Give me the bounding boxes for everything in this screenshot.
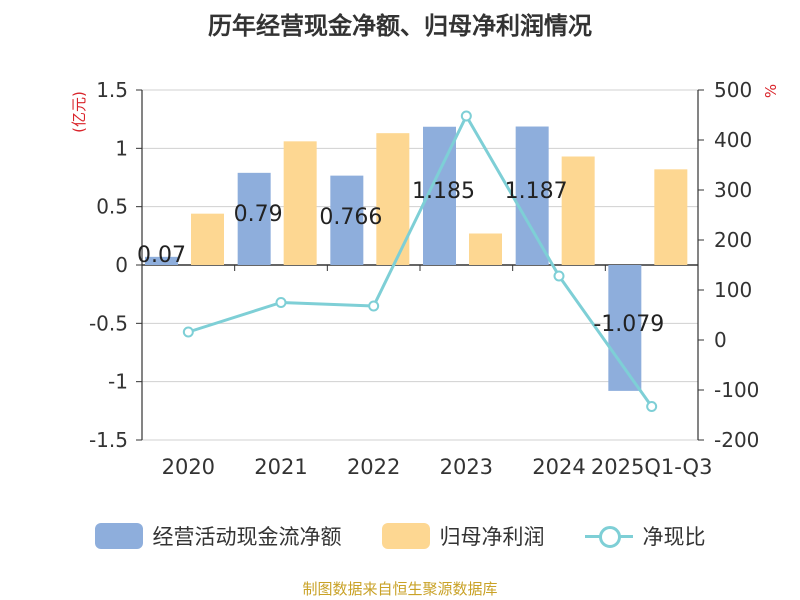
right-axis-tick-label: 500 (714, 78, 752, 102)
data-label-cashflow: 1.187 (505, 179, 568, 204)
ratio-point (646, 401, 658, 412)
data-label-cashflow: 0.766 (319, 205, 382, 230)
bar-cashflow (237, 172, 271, 265)
legend-item-profit[interactable]: 归母净利润 (381, 521, 545, 551)
x-axis-tick-label: 2021 (254, 455, 307, 479)
data-label-cashflow: 1.185 (412, 179, 475, 204)
x-axis-tick-label: 2022 (347, 455, 400, 479)
ratio-point (553, 270, 565, 282)
x-axis-tick-label: 2023 (440, 455, 493, 479)
left-axis-tick-label: -1 (108, 370, 128, 394)
bar-cashflow (330, 175, 364, 265)
right-axis-tick-label: -200 (714, 428, 759, 452)
bar-cashflow (145, 256, 178, 265)
x-axis-tick-label: 2025Q1-Q3 (591, 455, 713, 479)
line-ratio (187, 114, 653, 408)
legend-swatch-cashflow (94, 523, 143, 549)
left-axis-tick-label: 0.5 (96, 195, 128, 219)
legend-swatch-ratio (584, 523, 633, 549)
legend: 经营活动现金流净额 归母净利润 净现比 (0, 518, 800, 554)
chart-title: 历年经营现金净额、归母净利润情况 (208, 12, 592, 40)
combo-chart: 1.5 1 0.5 0 -0.5 -1 -1.5 (亿元) 500 400 300 200 100 0 -1… (70, 78, 780, 479)
x-axis-tick-label: 2020 (162, 455, 215, 479)
left-axis-tick-label: 1 (115, 136, 128, 160)
legend-label-ratio: 净现比 (642, 525, 706, 549)
legend-swatch-profit (381, 523, 430, 549)
ratio-point (368, 300, 380, 312)
ratio-point (460, 110, 472, 122)
bar-cashflow (515, 126, 549, 266)
left-axis-unit: (亿元) (70, 91, 88, 133)
right-axis-unit: % (762, 84, 780, 98)
ratio-point (275, 297, 287, 308)
right-axis-tick-label: 400 (714, 128, 752, 152)
legend-item-ratio[interactable]: 净现比 (584, 521, 706, 551)
bar-profit (191, 213, 224, 265)
right-axis-tick-label: 100 (714, 278, 752, 302)
left-axis-tick-label: -0.5 (89, 311, 128, 335)
source-note: 制图数据来自恒生聚源数据库 (302, 580, 498, 598)
bar-profit (654, 169, 688, 265)
bar-profit (561, 156, 595, 265)
legend-label-cashflow: 经营活动现金流净额 (152, 525, 342, 549)
ratio-point (182, 326, 194, 338)
legend-item-cashflow[interactable]: 经营活动现金流净额 (94, 521, 342, 551)
left-axis-tick-label: -1.5 (89, 428, 128, 452)
legend-label-profit: 归母净利润 (439, 525, 545, 549)
right-axis-tick-label: -100 (714, 378, 759, 402)
bar-profit (469, 233, 502, 265)
left-axis-tick-label: 1.5 (96, 78, 128, 102)
right-axis-tick-label: 200 (714, 228, 752, 252)
data-label-cashflow: -1.079 (593, 312, 664, 337)
right-axis-tick-label: 300 (714, 178, 752, 202)
data-label-cashflow: 0.79 (234, 202, 283, 227)
bar-profit (283, 141, 317, 265)
left-axis-tick-label: 0 (115, 253, 128, 277)
data-label-cashflow: 0.07 (137, 243, 186, 268)
right-axis-tick-label: 0 (714, 328, 727, 352)
x-axis-tick-label: 2024 (532, 455, 585, 479)
